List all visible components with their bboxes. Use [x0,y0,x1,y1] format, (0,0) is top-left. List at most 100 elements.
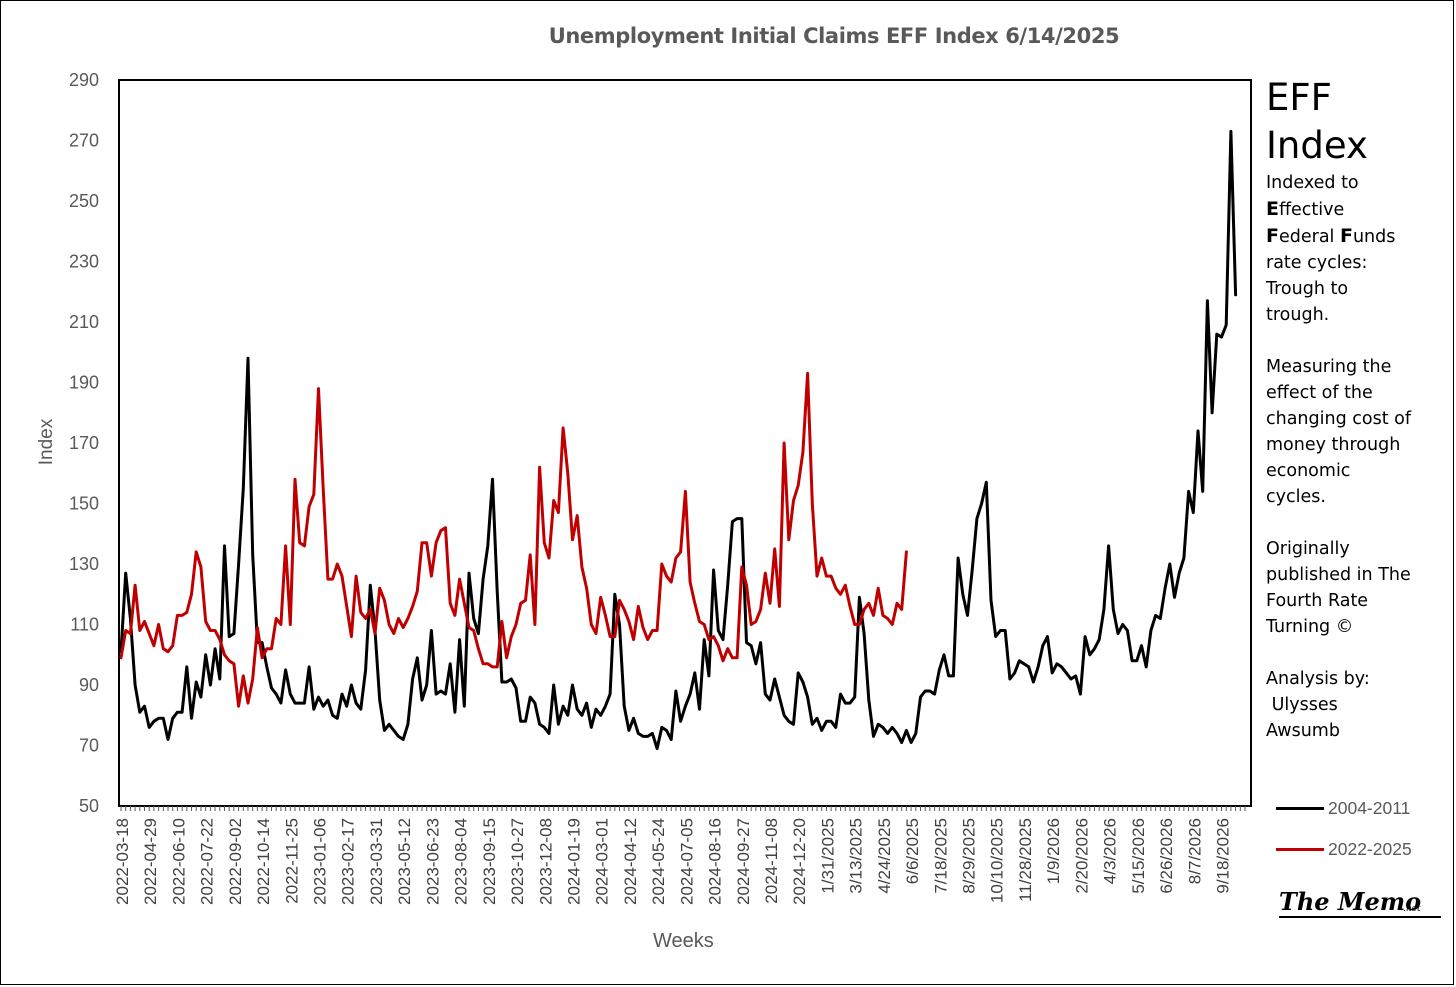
x-tick-label: 2022-10-14 [254,818,273,905]
x-tick-label: 10/10/2025 [988,818,1007,903]
side-text-ffective: ffective [1278,200,1345,220]
y-tick-label: 290 [69,70,99,90]
side-line-money: money through [1266,435,1401,455]
x-tick-label: 8/29/2025 [960,818,979,894]
x-tick-label: 2024-12-20 [790,818,809,905]
side-line-originally: Originally [1266,539,1350,559]
x-tick-label: 1/9/2026 [1044,818,1063,884]
side-line-trough: trough. [1266,305,1330,325]
x-tick-label: 2024-03-01 [593,818,612,905]
side-line-federal-funds: Federal Funds [1266,223,1446,250]
legend-label-2022-2025: 2022-2025 [1328,838,1412,859]
x-tick-label: 8/7/2026 [1185,818,1204,884]
x-tick-label: 4/3/2026 [1101,818,1120,884]
x-tick-label: 2023-02-17 [339,818,358,905]
side-line-measuring: Measuring the [1266,357,1392,377]
side-line-cycles: cycles. [1266,487,1326,507]
the-memo-logo-suffix: .net [1403,904,1421,914]
legend-swatch-black [1276,806,1324,810]
x-tick-label: 11/28/2025 [1016,818,1035,902]
legend: 2004-2011 2022-2025 [1276,795,1412,877]
x-tick-label: 4/24/2025 [875,818,894,894]
side-line-turning: Turning © [1266,617,1354,637]
series-line-2022-2025 [119,371,908,708]
side-line-analysis: Analysis by: [1266,669,1370,689]
x-tick-label: 2024-11-08 [762,818,781,904]
side-heading-eff: EFF [1266,76,1332,119]
y-tick-label: 90 [79,675,99,695]
legend-item-2022-2025: 2022-2025 [1276,836,1412,862]
y-axis-label: Index [36,418,57,466]
x-tick-label: 2023-10-27 [508,818,527,905]
y-tick-label: 110 [70,615,99,635]
x-tick-label: 2022-09-02 [226,818,245,905]
x-tick-label: 2022-04-29 [141,818,160,905]
x-tick-label: 2022-03-18 [113,818,132,905]
y-tick-label: 70 [79,736,99,756]
side-line-trough-to: Trough to [1266,279,1349,299]
x-tick-label: 6/26/2026 [1157,818,1176,894]
x-tick-label: 2024-07-05 [677,818,696,905]
x-tick-label: 2024-01-19 [564,818,583,905]
the-memo-logo: The Memo [1279,888,1442,918]
chart-title: Unemployment Initial Claims EFF Index 6/… [548,24,1120,48]
x-tick-label: 1/31/2025 [818,818,837,894]
side-panel: EFF Index Indexed to Effective Federal F… [1266,74,1446,744]
side-line-changing: changing cost of [1266,409,1411,429]
x-tick-label: 5/15/2026 [1129,818,1148,894]
x-axis-label: Weeks [653,930,714,952]
y-tick-label: 170 [69,433,99,453]
series-lines [119,129,1238,750]
y-tick-label: 210 [69,312,99,332]
side-letter-f1: F [1266,225,1279,247]
y-tick-label: 150 [69,494,99,514]
legend-item-2004-2011: 2004-2011 [1276,795,1412,821]
side-line-fourth-rate: Fourth Rate [1266,591,1369,611]
side-letter-f2: F [1339,225,1353,247]
x-tick-label: 3/13/2025 [847,818,866,894]
side-line-awsumb: Awsumb [1266,721,1340,741]
x-tick-label: 2024-08-16 [706,818,725,905]
x-tick-label: 2024-09-27 [734,818,753,905]
y-tick-label: 230 [69,252,99,272]
x-tick-label: 6/6/2025 [903,818,922,884]
x-tick-label: 2024-04-12 [621,818,640,905]
axes: 50 70 90 110 130 150 170 190 210 230 250 270 290 2022… [69,70,1252,905]
x-tick-label: 2023-05-12 [395,818,414,905]
y-tick-label: 270 [69,131,99,151]
x-tick-label: 2023-06-23 [423,818,442,905]
side-text-ederal: ederal [1278,227,1340,247]
side-heading-index: Index [1266,124,1368,167]
side-line-ulysses: Ulysses [1266,695,1338,715]
series-line-2004-2011 [119,129,1238,750]
side-text-unds: unds [1352,227,1396,247]
side-letter-e: E [1266,198,1279,220]
x-tick-label: 7/18/2025 [931,818,950,894]
x-tick-label: 9/18/2026 [1213,818,1232,894]
x-tick-label: 2023-03-31 [367,818,386,905]
side-line-published: published in The [1266,565,1411,585]
x-tick-label: 2024-05-24 [649,818,668,905]
side-line-rate-cycles: rate cycles: [1266,253,1368,273]
x-tick-label: 2023-08-04 [452,818,471,905]
side-line-effect: effect of the [1266,383,1373,403]
plot-border [118,79,1252,807]
side-line-economic: economic [1266,461,1351,481]
x-tick-label: 2023-12-08 [536,818,555,905]
side-line-indexed: Indexed to [1266,173,1359,193]
x-tick-label: 2022-07-22 [198,818,217,905]
legend-swatch-red [1276,847,1324,851]
x-tick-label: 2/20/2026 [1072,818,1091,894]
legend-label-2004-2011: 2004-2011 [1328,797,1411,818]
x-tick-label: 2022-06-10 [169,818,188,905]
y-tick-label: 250 [69,191,99,211]
x-tick-label: 2023-01-06 [311,818,330,905]
x-tick-label: 2023-09-15 [480,818,499,905]
side-line-effective: Effective [1266,196,1446,223]
y-tick-label: 130 [69,554,99,574]
y-tick-label: 50 [79,796,99,816]
y-tick-label: 190 [69,373,99,393]
x-tick-label: 2022-11-25 [282,818,301,904]
